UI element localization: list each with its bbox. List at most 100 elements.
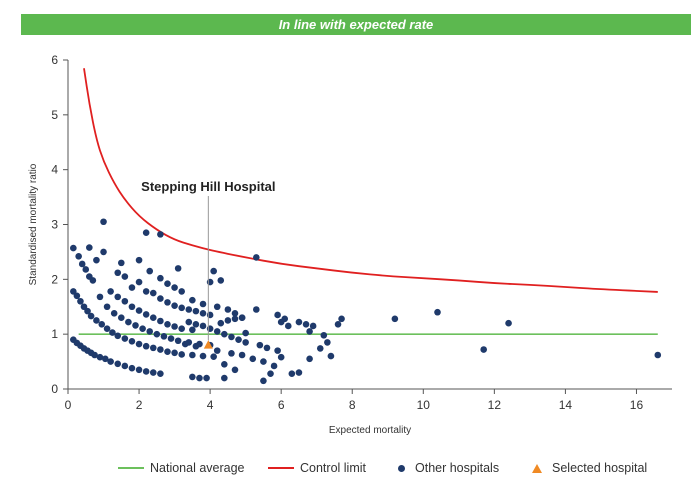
other-hospital-point <box>196 374 203 382</box>
other-hospital-point <box>206 325 214 332</box>
other-hospital-point <box>434 308 441 316</box>
other-hospital-point <box>221 374 228 382</box>
other-hospital-point <box>135 366 143 374</box>
other-hospital-point <box>178 351 185 358</box>
y-tick-label: 0 <box>51 382 58 396</box>
other-hospital-point <box>206 278 214 286</box>
other-hospital-point <box>189 373 196 381</box>
other-hospital-point <box>221 361 228 368</box>
other-hospital-point <box>93 256 100 264</box>
y-axis-label: Standardised mortality ratio <box>28 163 39 285</box>
other-hospital-point <box>249 355 257 363</box>
legend-line-icon <box>268 467 294 469</box>
other-hospital-point <box>114 332 122 340</box>
other-hospital-point <box>256 341 264 349</box>
other-hospital-point <box>157 317 164 325</box>
other-hospital-point <box>157 231 164 238</box>
other-hospital-point <box>181 340 189 348</box>
status-banner: In line with expected rate <box>21 14 691 35</box>
other-hospital-point <box>189 326 196 334</box>
x-tick-label: 6 <box>278 398 285 412</box>
other-hospital-point <box>189 296 196 304</box>
other-hospital-point <box>324 339 331 346</box>
other-hospital-point <box>320 331 328 339</box>
other-hospital-point <box>121 297 129 305</box>
other-hospital-point <box>164 280 171 288</box>
other-hospital-point <box>235 336 242 343</box>
other-hospital-point <box>338 315 345 323</box>
hospital-points <box>70 218 662 385</box>
other-hospital-point <box>185 318 193 326</box>
other-hospital-point <box>121 273 129 280</box>
other-hospital-point <box>110 310 118 317</box>
other-hospital-point <box>80 303 88 311</box>
other-hospital-point <box>157 346 164 353</box>
x-tick-label: 16 <box>630 398 644 412</box>
other-hospital-point <box>128 337 136 345</box>
other-hospital-point <box>199 322 207 330</box>
other-hospital-point <box>135 256 143 264</box>
chart-legend: National average Control limit Other hos… <box>0 458 700 478</box>
other-hospital-point <box>70 244 77 252</box>
other-hospital-point <box>178 304 185 312</box>
other-hospital-point <box>139 325 146 332</box>
other-hospital-point <box>107 288 114 295</box>
other-hospital-point <box>274 347 281 354</box>
other-hospital-point <box>109 329 116 336</box>
legend-item-selected-hospital: Selected hospital <box>532 458 647 478</box>
other-hospital-point <box>213 347 221 354</box>
other-hospital-point <box>302 320 310 328</box>
other-hospital-point <box>142 311 150 318</box>
other-hospital-point <box>217 277 225 284</box>
other-hospital-point <box>192 320 200 328</box>
other-hospital-point <box>149 344 157 352</box>
other-hospital-point <box>125 318 132 326</box>
legend-label: National average <box>150 461 245 475</box>
other-hospital-point <box>149 289 157 297</box>
other-hospital-point <box>277 318 285 326</box>
other-hospital-point <box>199 352 207 360</box>
other-hospital-point <box>70 288 77 295</box>
y-tick-label: 6 <box>51 53 58 67</box>
other-hospital-point <box>309 322 317 330</box>
other-hospital-point <box>102 355 109 363</box>
other-hospital-point <box>231 315 239 323</box>
other-hospital-point <box>171 323 178 330</box>
legend-item-control-limit: Control limit <box>268 458 366 478</box>
other-hospital-point <box>171 349 178 357</box>
legend-item-national-average: National average <box>118 458 245 478</box>
other-hospital-point <box>270 362 278 370</box>
other-hospital-point <box>91 351 98 359</box>
other-hospital-point <box>128 284 136 291</box>
other-hospital-point <box>167 335 175 342</box>
other-hospital-point <box>171 302 178 309</box>
other-hospital-point <box>231 366 239 374</box>
other-hospital-point <box>260 358 267 365</box>
other-hospital-point <box>107 358 114 365</box>
other-hospital-point <box>135 307 143 314</box>
other-hospital-point <box>142 342 150 350</box>
other-hospital-point <box>203 374 210 382</box>
other-hospital-point <box>288 370 296 377</box>
other-hospital-point <box>213 328 221 335</box>
legend-item-other-hospitals: Other hospitals <box>398 458 499 478</box>
x-tick-label: 4 <box>207 398 214 412</box>
legend-triangle-icon <box>532 463 542 473</box>
other-hospital-point <box>192 342 200 350</box>
annotation-label: Stepping Hill Hospital <box>141 179 275 194</box>
other-hospital-point <box>174 265 182 272</box>
other-hospital-point <box>185 306 193 313</box>
other-hospital-point <box>267 370 274 377</box>
other-hospital-point <box>157 274 164 282</box>
other-hospital-point <box>98 320 106 328</box>
other-hospital-point <box>224 306 232 313</box>
other-hospital-point <box>157 295 164 302</box>
other-hospital-point <box>260 377 267 385</box>
other-hospital-point <box>103 303 111 311</box>
other-hospital-point <box>228 333 235 341</box>
other-hospital-point <box>213 303 221 311</box>
other-hospital-point <box>82 266 90 273</box>
other-hospital-point <box>238 351 246 359</box>
x-axis-label: Expected mortality <box>329 425 411 436</box>
